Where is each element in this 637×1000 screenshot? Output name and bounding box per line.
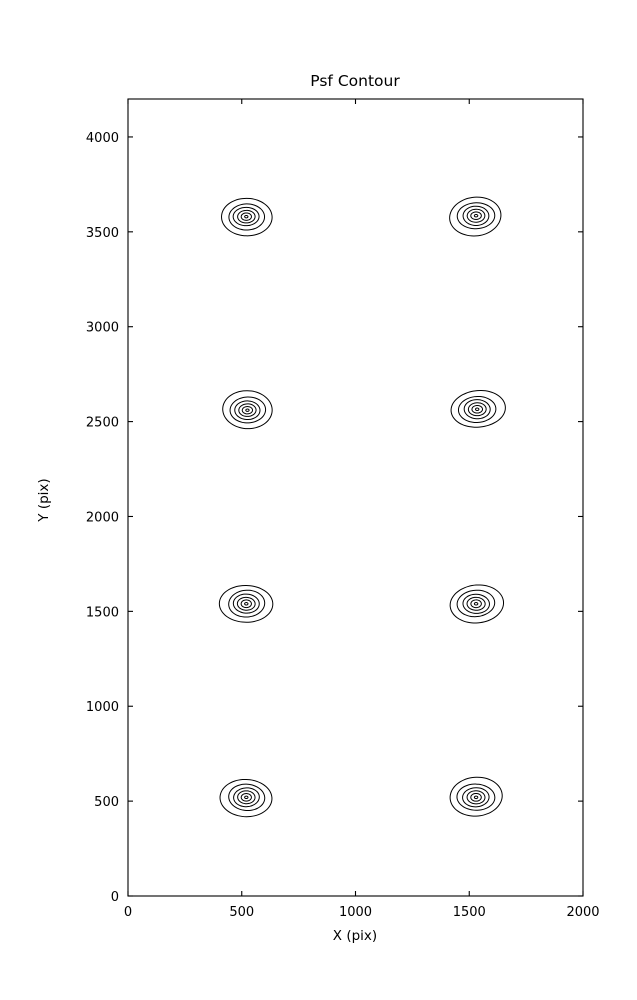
contour-level-1	[473, 213, 479, 218]
contour-level-3	[466, 596, 486, 611]
contour-level-6	[449, 584, 505, 624]
x-axis-label: X (pix)	[333, 928, 377, 944]
contour-level-5	[229, 396, 267, 424]
contour-level-1	[244, 214, 249, 219]
contour-level-2	[240, 212, 252, 221]
psf-source-src-1	[221, 197, 273, 237]
contour-level-5	[456, 202, 496, 230]
contour-level-1	[244, 602, 249, 606]
contour-level-4	[233, 787, 260, 808]
contour-level-5	[456, 589, 496, 618]
y-tick-label: 1500	[86, 605, 119, 620]
psf-source-src-6	[449, 584, 505, 624]
y-tick-label: 500	[94, 795, 119, 810]
contour-level-5	[457, 395, 497, 424]
contour-level-4	[463, 399, 491, 420]
psf-source-src-5	[218, 584, 274, 623]
contour-level-1	[245, 408, 250, 412]
contour-level-3	[467, 402, 487, 417]
contour-level-3	[466, 790, 486, 805]
x-tick-label: 2000	[566, 905, 599, 920]
contour-level-2	[240, 793, 252, 802]
contour-level-4	[462, 787, 490, 808]
contour-level-6	[221, 197, 273, 237]
contour-level-2	[240, 599, 252, 609]
x-axis-ticks: 0 500 1000 1500 2000	[124, 99, 600, 920]
contour-level-2	[241, 406, 254, 415]
contour-level-6	[450, 389, 506, 428]
y-tick-label: 3000	[86, 321, 119, 336]
y-tick-label: 2000	[86, 510, 119, 525]
contour-level-5	[228, 203, 266, 231]
y-axis-label: Y (pix)	[36, 478, 52, 522]
contour-level-6	[218, 584, 274, 623]
contour-level-2	[470, 792, 482, 802]
psf-source-src-4	[450, 389, 506, 428]
contour-level-3	[237, 209, 256, 224]
contour-level-5	[456, 783, 496, 811]
contour-level-4	[234, 400, 261, 421]
y-tick-label: 4000	[86, 131, 119, 146]
psf-source-src-7	[219, 778, 273, 818]
contour-level-4	[232, 593, 260, 614]
contour-level-1	[475, 407, 480, 412]
contour-layer	[218, 196, 506, 818]
contour-level-6	[449, 196, 502, 237]
x-tick-label: 500	[229, 905, 254, 920]
contour-level-4	[462, 593, 490, 614]
contour-level-3	[236, 596, 256, 611]
contour-level-4	[232, 206, 260, 227]
contour-level-6	[449, 776, 503, 817]
contour-level-1	[473, 602, 479, 606]
psf-source-src-3	[222, 390, 273, 430]
contour-level-5	[228, 589, 266, 618]
contour-level-3	[238, 403, 257, 417]
psf-source-src-2	[449, 196, 502, 237]
contour-level-1	[244, 795, 249, 800]
y-axis-ticks: 0 500 1000 1500 2000 2500 3000 3500 4000	[86, 131, 583, 905]
contour-level-5	[228, 783, 266, 812]
page-title: Psf Contour	[310, 72, 400, 90]
psf-source-src-8	[449, 776, 503, 817]
y-tick-label: 0	[111, 890, 119, 905]
y-tick-label: 2500	[86, 416, 119, 431]
axes-background	[128, 99, 583, 896]
x-tick-label: 1000	[339, 905, 372, 920]
y-tick-label: 3500	[86, 226, 119, 241]
x-tick-label: 1500	[453, 905, 486, 920]
contour-level-2	[471, 404, 484, 414]
contour-level-1	[473, 795, 479, 800]
y-tick-label: 1000	[86, 700, 119, 715]
contour-level-3	[466, 208, 486, 223]
contour-level-6	[219, 778, 273, 818]
x-tick-label: 0	[124, 905, 132, 920]
contour-level-4	[462, 205, 490, 226]
contour-level-3	[237, 790, 256, 805]
contour-level-2	[470, 211, 482, 220]
contour-level-2	[470, 599, 482, 609]
contour-level-6	[222, 390, 273, 430]
